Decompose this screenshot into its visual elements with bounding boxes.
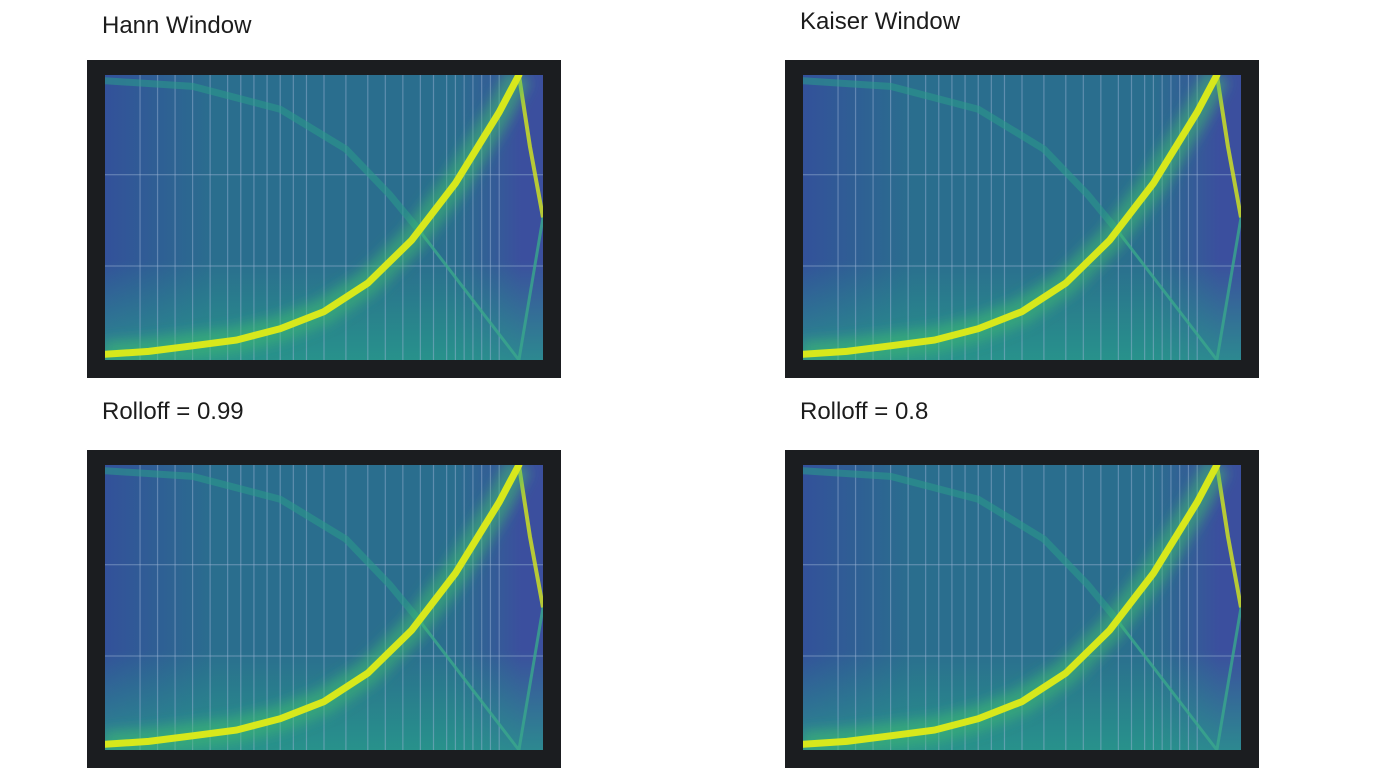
alias-curve-lower	[419, 607, 543, 750]
panel-title-rolloff-099: Rolloff = 0.99	[102, 398, 244, 425]
spectrogram-rolloff-099	[105, 465, 543, 750]
spectrogram-rolloff-08	[803, 465, 1241, 750]
ghost-curve	[803, 77, 1122, 236]
spectrogram-frame-kaiser	[785, 60, 1259, 378]
sweep-curve	[803, 465, 1221, 748]
spectrogram-frame-rolloff-099	[87, 450, 561, 768]
alias-curve-upper	[516, 465, 543, 608]
alias-curve-upper	[1214, 75, 1241, 218]
alias-curve-lower	[419, 217, 543, 360]
panel-title-rolloff-08: Rolloff = 0.8	[800, 398, 929, 425]
panel-title-hann: Hann Window	[102, 12, 252, 39]
ghost-curve	[803, 467, 1122, 626]
spectrogram-frame-rolloff-08	[785, 450, 1259, 768]
ghost-curve	[105, 77, 424, 236]
spectrogram-kaiser	[803, 75, 1241, 360]
alias-curve-lower	[1117, 217, 1241, 360]
spectrogram-hann	[105, 75, 543, 360]
sweep-curve	[105, 465, 523, 748]
ghost-curve	[105, 467, 424, 626]
alias-curve-upper	[1214, 465, 1241, 608]
sweep-curve	[105, 75, 523, 358]
alias-curve-upper	[516, 75, 543, 218]
panel-title-kaiser: Kaiser Window	[800, 8, 961, 35]
spectrogram-frame-hann	[87, 60, 561, 378]
alias-curve-lower	[1117, 607, 1241, 750]
sweep-curve	[803, 75, 1221, 358]
